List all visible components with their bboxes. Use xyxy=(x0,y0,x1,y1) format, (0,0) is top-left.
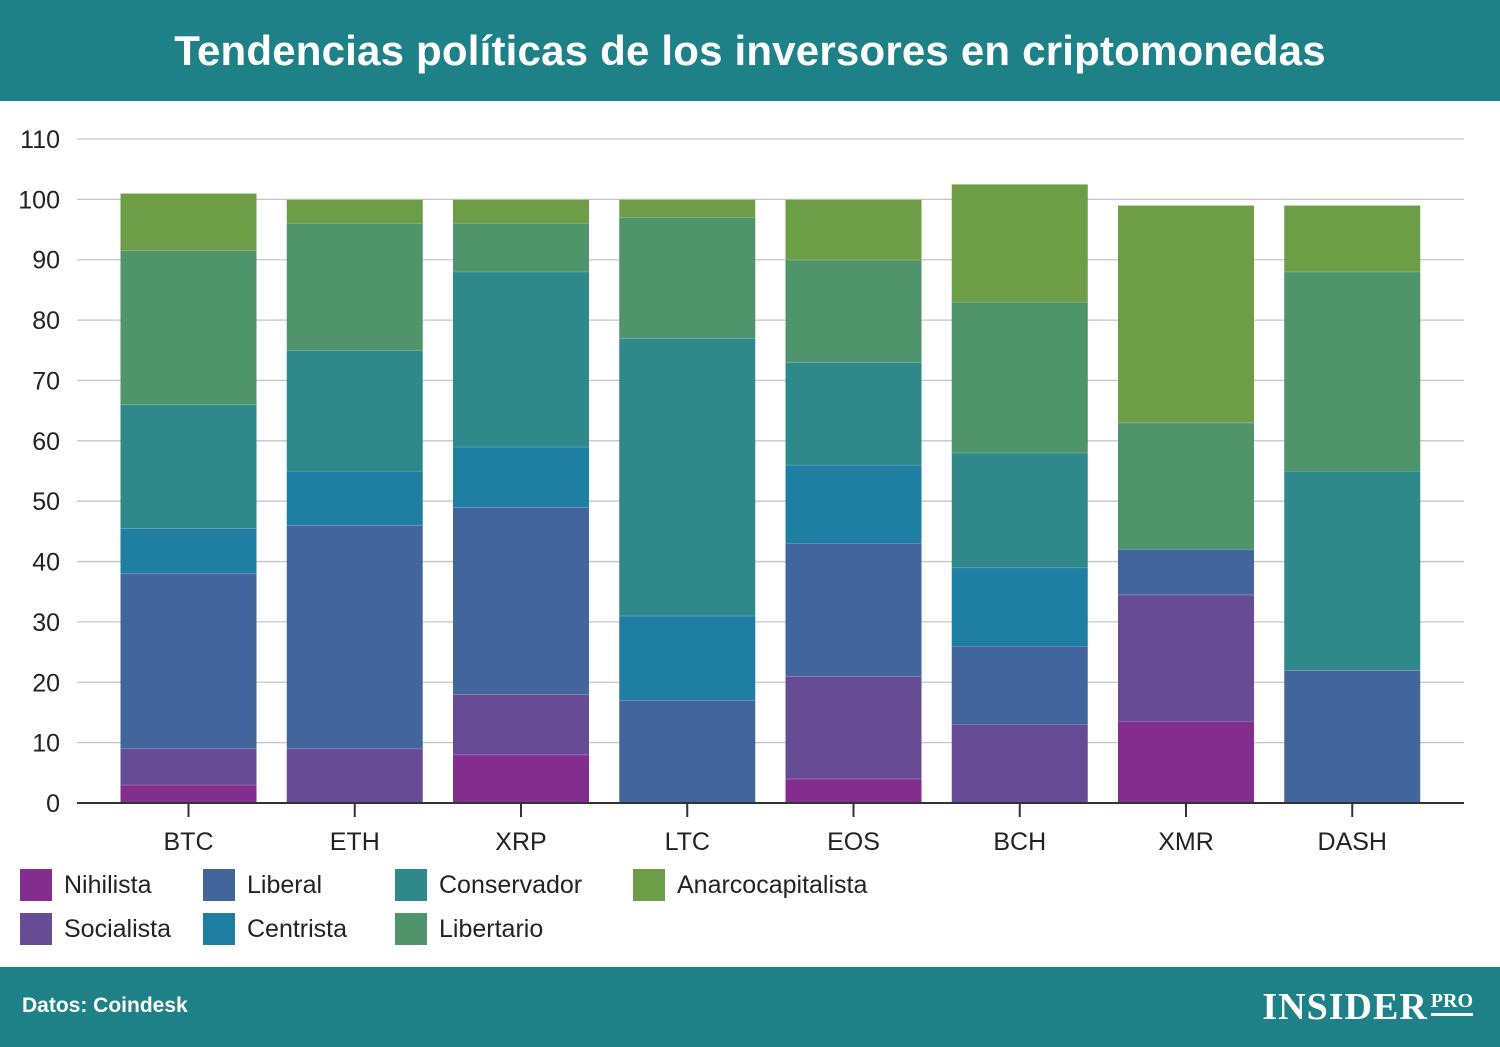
y-tick-label-20: 20 xyxy=(32,669,60,697)
legend-swatch-libertario xyxy=(395,913,427,945)
legend-swatch-centrista xyxy=(203,913,235,945)
x-tick-label-xmr: XMR xyxy=(1158,828,1214,856)
bar-xrp-centrista xyxy=(453,446,589,508)
bar-xrp-conservador xyxy=(453,271,589,447)
legend-item-liberal: Liberal xyxy=(203,868,322,902)
bar-bch-anarcocapitalista xyxy=(951,184,1088,302)
legend-item-conservador: Conservador xyxy=(395,868,582,902)
bar-bch-liberal xyxy=(951,646,1088,725)
bar-btc-nihilista xyxy=(120,784,257,803)
bar-bch-libertario xyxy=(951,301,1088,453)
chart-footer: Datos: Coindesk INSIDER PRO xyxy=(0,967,1500,1047)
chart-legend: Nihilista Liberal Conservador Anarcocapi… xyxy=(20,868,1020,958)
bar-xmr-socialista xyxy=(1118,594,1254,722)
legend-swatch-nihilista xyxy=(20,869,52,901)
bar-eth-socialista xyxy=(286,748,423,803)
legend-label-centrista: Centrista xyxy=(247,914,348,943)
bar-xrp-socialista xyxy=(453,694,589,755)
bar-xrp-anarcocapitalista xyxy=(453,199,589,224)
legend-label-conservador: Conservador xyxy=(439,870,583,899)
x-tick-label-btc: BTC xyxy=(164,828,214,856)
bar-btc-centrista xyxy=(120,528,257,574)
bar-ltc-anarcocapitalista xyxy=(619,199,756,218)
bar-btc-socialista xyxy=(120,748,257,785)
bar-ltc-conservador xyxy=(619,338,756,616)
bar-bch-conservador xyxy=(951,452,1088,568)
y-tick-label-80: 80 xyxy=(32,307,60,335)
x-tick-label-xrp: XRP xyxy=(495,828,546,856)
data-source: Datos: Coindesk xyxy=(22,994,188,1017)
y-tick-label-60: 60 xyxy=(32,428,60,456)
bar-xmr-liberal xyxy=(1118,549,1254,595)
bar-xrp-libertario xyxy=(453,223,589,272)
bar-ltc-libertario xyxy=(619,217,756,339)
bar-btc-liberal xyxy=(120,573,257,749)
bar-bch-centrista xyxy=(951,567,1088,647)
y-tick-label-10: 10 xyxy=(32,730,60,758)
legend-swatch-anarcocapitalista xyxy=(633,869,665,901)
bar-eth-centrista xyxy=(286,471,423,526)
legend-label-libertario: Libertario xyxy=(439,914,544,943)
bar-dash-libertario xyxy=(1284,271,1421,471)
bar-eos-liberal xyxy=(785,543,922,677)
legend-item-anarcocapitalista: Anarcocapitalista xyxy=(633,868,867,902)
bar-eth-liberal xyxy=(286,525,423,749)
bar-eos-libertario xyxy=(785,259,922,363)
bar-eos-anarcocapitalista xyxy=(785,199,922,260)
x-tick-label-dash: DASH xyxy=(1318,828,1387,856)
logo-sub-text: PRO xyxy=(1430,990,1473,1016)
y-tick-label-40: 40 xyxy=(32,549,60,577)
bar-xrp-liberal xyxy=(453,507,589,695)
bar-eth-conservador xyxy=(286,350,423,471)
legend-swatch-conservador xyxy=(395,869,427,901)
bar-ltc-centrista xyxy=(619,615,756,701)
y-tick-label-70: 70 xyxy=(32,367,60,395)
bar-btc-anarcocapitalista xyxy=(120,193,257,251)
legend-label-liberal: Liberal xyxy=(247,870,323,899)
bar-xmr-nihilista xyxy=(1118,721,1254,803)
legend-label-anarcocapitalista: Anarcocapitalista xyxy=(677,870,868,899)
bar-dash-conservador xyxy=(1284,471,1421,671)
y-tick-label-0: 0 xyxy=(46,790,60,818)
bar-eth-libertario xyxy=(286,223,423,351)
bar-dash-anarcocapitalista xyxy=(1284,205,1421,272)
y-tick-label-110: 110 xyxy=(20,126,60,154)
stacked-bar-chart: 0 10 20 30 40 50 60 70 80 90 100 110 BTC ETH XRP LTC EOS… xyxy=(18,126,1464,856)
legend-item-libertario: Libertario xyxy=(395,912,543,946)
bar-eos-conservador xyxy=(785,362,922,465)
y-tick-label-90: 90 xyxy=(32,247,60,275)
y-tick-label-100: 100 xyxy=(18,186,60,214)
y-tick-label-30: 30 xyxy=(32,609,60,637)
legend-item-socialista: Socialista xyxy=(20,912,171,946)
legend-item-centrista: Centrista xyxy=(203,912,347,946)
x-tick-label-ltc: LTC xyxy=(665,828,710,856)
insider-pro-logo: INSIDER PRO xyxy=(1262,987,1473,1027)
bar-xmr-anarcocapitalista xyxy=(1118,205,1254,423)
bar-btc-libertario xyxy=(120,250,257,405)
bar-eos-nihilista xyxy=(785,778,922,803)
chart-title: Tendencias políticas de los inversores e… xyxy=(174,26,1326,74)
x-tick-label-eth: ETH xyxy=(330,828,380,856)
legend-item-nihilista: Nihilista xyxy=(20,868,152,902)
x-tick-label-bch: BCH xyxy=(993,828,1046,856)
legend-swatch-liberal xyxy=(203,869,235,901)
legend-label-socialista: Socialista xyxy=(64,914,171,943)
logo-main-text: INSIDER xyxy=(1262,986,1428,1028)
bar-xmr-libertario xyxy=(1118,422,1254,550)
bar-bch-socialista xyxy=(951,724,1088,803)
legend-swatch-socialista xyxy=(20,913,52,945)
chart-header: Tendencias políticas de los inversores e… xyxy=(0,0,1500,101)
x-tick-label-eos: EOS xyxy=(827,828,880,856)
bar-ltc-liberal xyxy=(619,700,756,803)
bar-eth-anarcocapitalista xyxy=(286,199,423,224)
legend-label-nihilista: Nihilista xyxy=(64,870,152,899)
bar-xrp-nihilista xyxy=(453,754,589,803)
bar-eos-centrista xyxy=(785,464,922,544)
y-tick-label-50: 50 xyxy=(32,488,60,516)
bar-btc-conservador xyxy=(120,404,257,529)
bar-eos-socialista xyxy=(785,676,922,779)
bar-dash-liberal xyxy=(1284,670,1421,803)
